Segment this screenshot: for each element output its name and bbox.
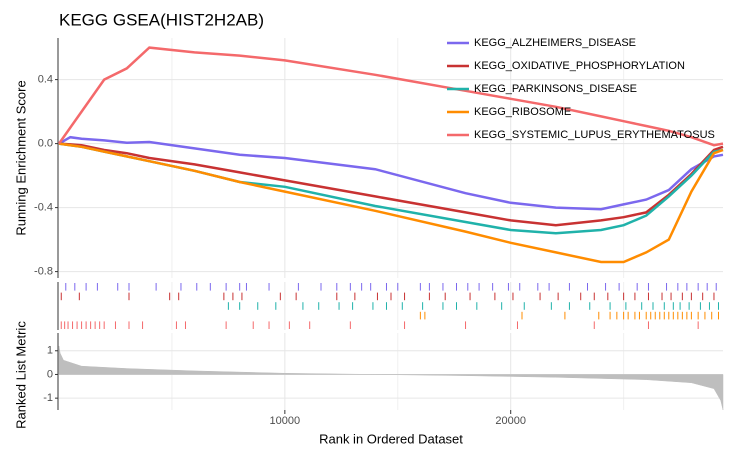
y-tick-label: -0.4: [34, 202, 53, 214]
es-line: [57, 46, 724, 147]
y-axis-label: Running Enrichment Score: [13, 80, 28, 235]
x-tick-label: 10000: [270, 415, 301, 427]
legend-label: KEGG_RIBOSOME: [474, 106, 571, 118]
legend-label: KEGG_OXIDATIVE_PHOSPHORYLATION: [474, 60, 685, 72]
x-tick-label: 20000: [495, 415, 526, 427]
es-line: [58, 142, 724, 227]
y-tick-label: 1: [47, 345, 53, 357]
y-tick-label: -0.8: [34, 266, 53, 278]
y-tick-label: 0.4: [38, 74, 53, 86]
y-axis-label: Ranked List Metric: [13, 321, 28, 429]
y-tick-label: 0.0: [38, 138, 53, 150]
legend-label: KEGG_SYSTEMIC_LUPUS_ERYTHEMATOSUS: [474, 129, 715, 141]
x-axis-label: Rank in Ordered Dataset: [319, 431, 463, 446]
ranked-metric-area: [58, 345, 724, 411]
chart-title: KEGG GSEA(HIST2H2AB): [59, 10, 264, 29]
y-tick-label: -1: [43, 392, 53, 404]
y-tick-label: 0: [47, 368, 53, 380]
es-line: [58, 142, 724, 264]
es-line: [58, 135, 724, 211]
legend-label: KEGG_PARKINSONS_DISEASE: [474, 83, 637, 95]
legend-label: KEGG_ALZHEIMERS_DISEASE: [474, 37, 636, 49]
